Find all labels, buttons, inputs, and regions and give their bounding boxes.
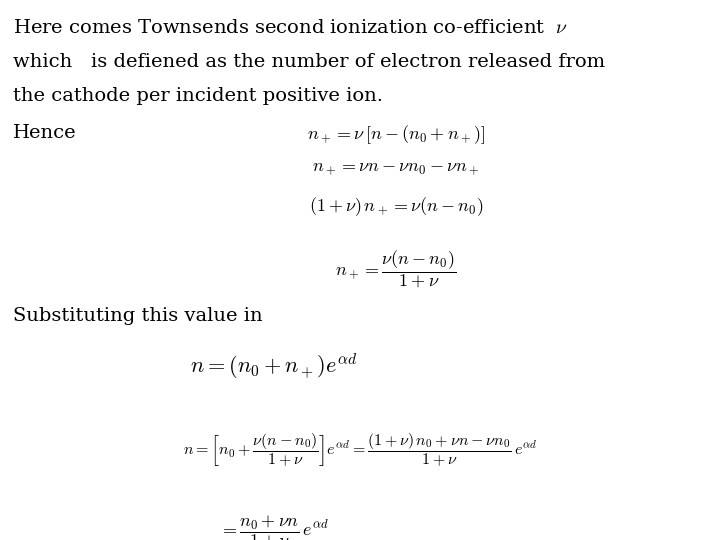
Text: $n_+ = \nu n - \nu n_0 - \nu n_+$: $n_+ = \nu n - \nu n_0 - \nu n_+$ [312, 159, 480, 177]
Text: $(1 + \nu)\, n_+ = \nu(n - n_0)$: $(1 + \nu)\, n_+ = \nu(n - n_0)$ [309, 195, 483, 218]
Text: the cathode per incident positive ion.: the cathode per incident positive ion. [13, 87, 383, 105]
Text: which   is defiened as the number of electron released from: which is defiened as the number of elect… [13, 53, 605, 71]
Text: Here comes Townsends second ionization co-efficient  $\nu$: Here comes Townsends second ionization c… [13, 19, 568, 37]
Text: $n = (n_0 + n_+)e^{\alpha d}$: $n = (n_0 + n_+)e^{\alpha d}$ [190, 351, 357, 381]
Text: Hence: Hence [13, 124, 76, 141]
Text: $n_+ = \nu\,[n - (n_0 + n_+)]$: $n_+ = \nu\,[n - (n_0 + n_+)]$ [307, 124, 485, 146]
Text: Substituting this value in: Substituting this value in [13, 307, 263, 325]
Text: $n_+ = \dfrac{\nu(n - n_0)}{1 + \nu}$: $n_+ = \dfrac{\nu(n - n_0)}{1 + \nu}$ [336, 248, 456, 290]
Text: $= \dfrac{n_0 + \nu n}{1+\nu}\,e^{\alpha d}$: $= \dfrac{n_0 + \nu n}{1+\nu}\,e^{\alpha… [219, 514, 328, 540]
Text: $n = \left[n_0 + \dfrac{\nu(n-n_0)}{1+\nu}\right]e^{\alpha d} = \dfrac{(1+\nu)\,: $n = \left[n_0 + \dfrac{\nu(n-n_0)}{1+\n… [183, 431, 537, 469]
